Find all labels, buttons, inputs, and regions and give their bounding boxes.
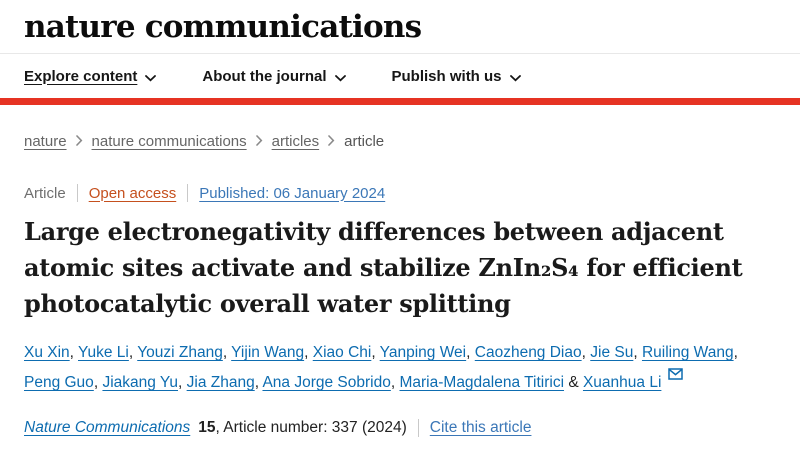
author-separator: , bbox=[733, 344, 738, 361]
author-list: Xu Xin, Yuke Li, Youzi Zhang, Yijin Wang… bbox=[24, 338, 776, 398]
article-title-line: Large electronegativity differences betw… bbox=[24, 217, 724, 246]
cite-this-article-link[interactable]: Cite this article bbox=[429, 419, 532, 436]
author-separator: , bbox=[390, 374, 400, 391]
author-separator: & bbox=[564, 374, 583, 391]
article-meta-row: Article Open access Published: 06 Januar… bbox=[24, 184, 776, 202]
author-link[interactable]: Yijin Wang bbox=[231, 344, 305, 361]
chevron-right-icon bbox=[328, 133, 335, 150]
journal-logo[interactable]: nature communications bbox=[24, 9, 422, 45]
author-link[interactable]: Peng Guo bbox=[24, 374, 94, 391]
article-title-line: atomic sites activate and stabilize ZnIn… bbox=[24, 253, 743, 282]
author-link[interactable]: Jia Zhang bbox=[186, 374, 255, 391]
author-link[interactable]: Jiakang Yu bbox=[102, 374, 178, 391]
author-link[interactable]: Maria-Magdalena Titirici bbox=[399, 374, 565, 391]
chevron-right-icon bbox=[75, 133, 83, 150]
author-link[interactable]: Jie Su bbox=[590, 344, 634, 361]
citation-line: Nature Communications 15 , Article numbe… bbox=[24, 419, 776, 437]
article-type-label: Article bbox=[24, 184, 66, 202]
chevron-down-icon bbox=[334, 69, 346, 86]
breadcrumb: nature nature communications articles ar… bbox=[24, 133, 776, 150]
nav-about-journal[interactable]: About the journal bbox=[202, 67, 346, 86]
article-number-text: , Article number: 337 (2024) bbox=[215, 419, 407, 436]
author-separator: , bbox=[128, 344, 138, 361]
author-separator: , bbox=[222, 344, 232, 361]
author-separator: , bbox=[69, 344, 79, 361]
author-link[interactable]: Ana Jorge Sobrido bbox=[262, 374, 391, 391]
journal-link[interactable]: Nature Communications bbox=[24, 419, 191, 436]
published-date-link[interactable]: Published: 06 January 2024 bbox=[199, 184, 386, 202]
author-link[interactable]: Yuke Li bbox=[78, 344, 129, 361]
divider bbox=[76, 184, 78, 202]
divider bbox=[187, 184, 189, 202]
author-separator: , bbox=[93, 374, 103, 391]
author-separator: , bbox=[371, 344, 380, 361]
author-separator: , bbox=[254, 374, 263, 391]
breadcrumb-article-current: article bbox=[344, 133, 385, 150]
envelope-icon[interactable] bbox=[667, 361, 683, 391]
author-link[interactable]: Yanping Wei bbox=[379, 344, 467, 361]
nav-about-journal-label: About the journal bbox=[202, 67, 327, 85]
article-header-region: nature nature communications articles ar… bbox=[0, 133, 800, 437]
breadcrumb-nature[interactable]: nature bbox=[24, 133, 67, 150]
masthead: nature communications bbox=[0, 0, 800, 54]
author-link[interactable]: Xu Xin bbox=[24, 344, 70, 361]
open-access-link[interactable]: Open access bbox=[88, 184, 177, 202]
author-separator: , bbox=[466, 344, 475, 361]
breadcrumb-nature-communications[interactable]: nature communications bbox=[91, 133, 247, 150]
author-link[interactable]: Caozheng Diao bbox=[474, 344, 582, 361]
author-link[interactable]: Xuanhua Li bbox=[582, 374, 662, 391]
main-nav: Explore content About the journal Publis… bbox=[0, 54, 800, 105]
article-title: Large electronegativity differences betw… bbox=[24, 214, 776, 322]
author-link[interactable]: Ruiling Wang bbox=[641, 344, 734, 361]
chevron-down-icon bbox=[145, 69, 157, 86]
author-separator: , bbox=[304, 344, 313, 361]
article-title-line: photocatalytic overall water splitting bbox=[24, 289, 511, 318]
author-separator: , bbox=[178, 374, 187, 391]
breadcrumb-articles[interactable]: articles bbox=[271, 133, 320, 150]
chevron-right-icon bbox=[255, 133, 263, 150]
nav-publish-with-us-label: Publish with us bbox=[391, 67, 502, 85]
nav-publish-with-us[interactable]: Publish with us bbox=[392, 67, 521, 86]
volume-number: 15 bbox=[198, 419, 216, 436]
divider bbox=[417, 419, 419, 437]
author-link[interactable]: Xiao Chi bbox=[312, 344, 372, 361]
nav-explore-content[interactable]: Explore content bbox=[24, 67, 157, 86]
author-link[interactable]: Youzi Zhang bbox=[137, 344, 223, 361]
nav-explore-content-label: Explore content bbox=[24, 67, 138, 85]
author-separator: , bbox=[633, 344, 642, 361]
author-separator: , bbox=[581, 344, 591, 361]
chevron-down-icon bbox=[509, 69, 521, 86]
